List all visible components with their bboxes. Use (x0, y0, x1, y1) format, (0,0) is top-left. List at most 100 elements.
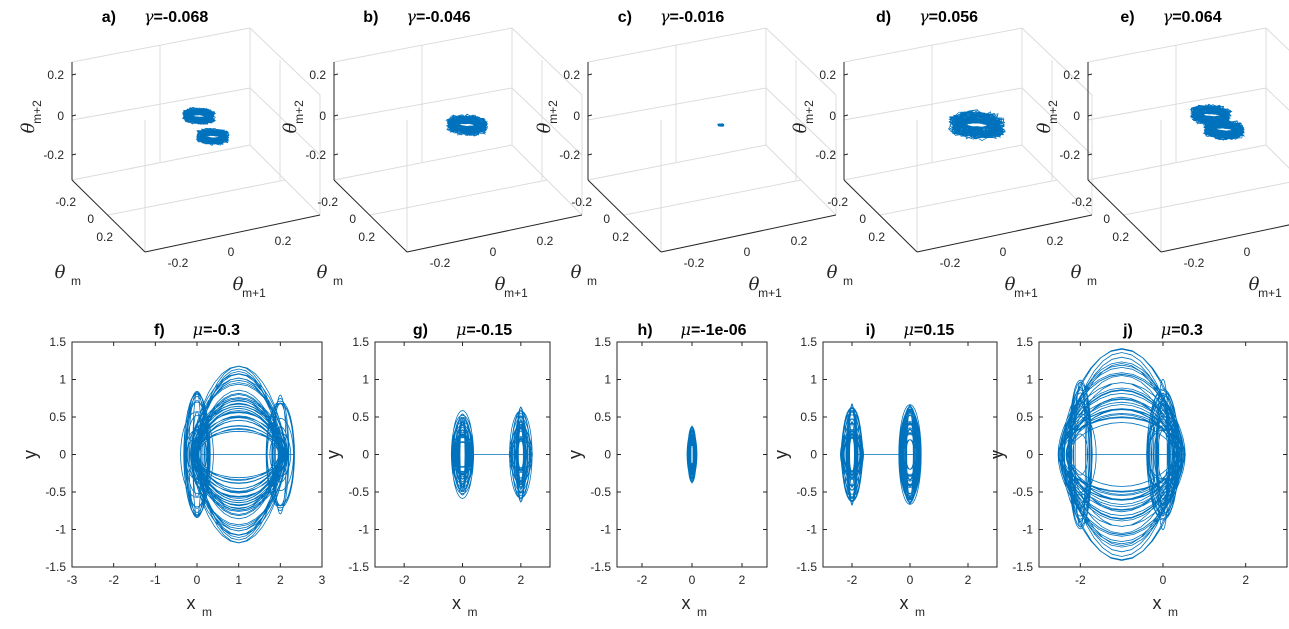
x-tick-label: 0.2 (791, 234, 808, 248)
grid-line (1021, 87, 1093, 156)
x-tick-label: 2 (277, 573, 284, 587)
z-tick (71, 73, 77, 76)
z-tick-label: 0 (1073, 109, 1080, 123)
z-axis-label-sub: m+2 (292, 100, 306, 124)
y-tick-label: -1.5 (45, 560, 66, 574)
x-axis-label-main: θ (1005, 274, 1016, 295)
grid-line (333, 27, 513, 63)
y-tick-label: 0 (604, 448, 611, 462)
z-tick (587, 153, 593, 156)
panel-a: 0.20-0.2-0.200.2-0.200.2θm+2θ m θm+1a) γ=-0… (18, 7, 321, 300)
y-tick-label: 1.5 (1016, 335, 1033, 349)
y-tick-label: -0.2 (827, 195, 848, 209)
y-axis-line (333, 179, 408, 253)
grid-line (587, 27, 767, 63)
panel-param-value: =-0.15 (466, 322, 512, 339)
grid-line (71, 87, 251, 121)
x-tick-label: -2 (399, 573, 410, 587)
y-tick-label: -0.2 (55, 195, 76, 209)
grid-line (511, 87, 583, 156)
grid-line (249, 87, 321, 156)
x-tick-label: -3 (67, 573, 78, 587)
y-tick-label: 1 (604, 373, 611, 387)
panel-i: 1.5 1 0.5 0 -0.5 -1 -1.5 -2 0 2 y x m i) μ=0.15 (771, 320, 998, 619)
panel-param-value: =-0.046 (416, 9, 471, 26)
panel-param-value: =-1e-06 (691, 322, 747, 339)
panel-b: 0.20-0.2-0.200.2-0.200.2θm+2θ m θm+1b) γ=-0… (280, 7, 583, 300)
grid-line (1021, 27, 1093, 96)
y-tick-label: 1 (362, 373, 369, 387)
x-axis-label-main: x (187, 593, 196, 613)
y-axis-label: y (771, 450, 791, 459)
x-tick-label: 0.2 (1047, 234, 1064, 248)
x-tick-label: -2 (637, 573, 648, 587)
panel-param-symbol: μ (903, 320, 913, 339)
panel-param-value: =0.056 (929, 9, 978, 26)
panel-param-value: =-0.016 (670, 9, 725, 26)
panel-h: 1.5 1 0.5 0 -0.5 -1 -1.5 -2 0 2 y x m h) μ=-1e-06 (565, 320, 768, 619)
panel-title: e) γ=0.064 (1120, 7, 1221, 26)
panel-param-symbol: γ (406, 7, 416, 26)
z-tick-label: 0.2 (309, 68, 326, 82)
y-tick-label: 0.2 (868, 230, 885, 244)
y-tick-label: 0.5 (1016, 410, 1033, 424)
attractor-trajectory (686, 425, 698, 484)
y-tick-label: -1 (55, 523, 66, 537)
y-tick-label: -0.5 (45, 485, 66, 499)
grid-line (369, 179, 548, 216)
x-axis-label: θm+1 (495, 274, 529, 300)
x-tick-label: 0 (459, 573, 466, 587)
y-tick-label: 1 (810, 373, 817, 387)
z-axis-label-main: θ (1034, 122, 1055, 133)
x-axis-label-main: x (682, 593, 691, 613)
panel-title: a) γ=-0.068 (102, 7, 209, 26)
y-tick-label: 0 (362, 448, 369, 462)
panel-param-symbol: γ (144, 7, 154, 26)
z-tick-label: -0.2 (815, 148, 836, 162)
x-tick-label: 0 (490, 245, 497, 259)
panel-title: c) γ=-0.016 (618, 7, 725, 26)
y-tick-label: 0.5 (800, 410, 817, 424)
x-axis-label-main: θ (233, 274, 244, 295)
z-axis-label-sub: m+2 (546, 100, 560, 124)
z-axis-label-sub: m+2 (30, 100, 44, 124)
x-tick-label: -2 (1075, 573, 1086, 587)
x-tick-label: 0 (1244, 245, 1251, 259)
y-axis-label: y (987, 450, 1007, 459)
y-tick-label: -1 (806, 523, 817, 537)
panel-letter: i) (866, 322, 876, 339)
y-tick-label: -0.2 (1071, 195, 1092, 209)
panel-title: b) γ=-0.046 (363, 7, 470, 26)
y-tick-label: 1.5 (352, 335, 369, 349)
y-tick-label: -1 (358, 523, 369, 537)
x-axis-label-sub: m+1 (1014, 286, 1038, 300)
x-tick-label: 3 (319, 573, 326, 587)
y-tick-label: -0.2 (317, 195, 338, 209)
x-axis-label: θm+1 (1005, 274, 1039, 300)
z-tick-label: -0.2 (1059, 148, 1080, 162)
panel-param-symbol: γ (1163, 7, 1173, 26)
x-axis-label: θm+1 (1249, 274, 1283, 300)
z-tick (333, 153, 339, 156)
plot-area (616, 341, 768, 568)
panel-d: 0.20-0.2-0.200.2-0.200.2θm+2θ m θm+1d) γ=0.… (790, 7, 1093, 300)
panel-title: g) μ=-0.15 (413, 320, 512, 339)
z-tick-label: 0 (57, 109, 64, 123)
panel-c: 0.20-0.2-0.200.2-0.200.2θm+2θ m θm+1c) γ=-0… (534, 7, 837, 300)
attractor-trajectory (445, 113, 489, 137)
attractor-trajectory (1057, 348, 1186, 561)
y-tick-label: 0.5 (594, 410, 611, 424)
x-axis-label-main: x (900, 593, 909, 613)
z-axis-label-main: θ (18, 122, 39, 133)
z-axis-label: θm+2 (1034, 100, 1060, 134)
y-tick-label: 0.2 (358, 230, 375, 244)
panel-letter: c) (618, 9, 632, 26)
x-tick-label: 2 (517, 573, 524, 587)
y-tick-label: 0 (59, 448, 66, 462)
y-tick-label: 0 (87, 212, 94, 226)
panel-param-value: =-0.068 (154, 9, 209, 26)
